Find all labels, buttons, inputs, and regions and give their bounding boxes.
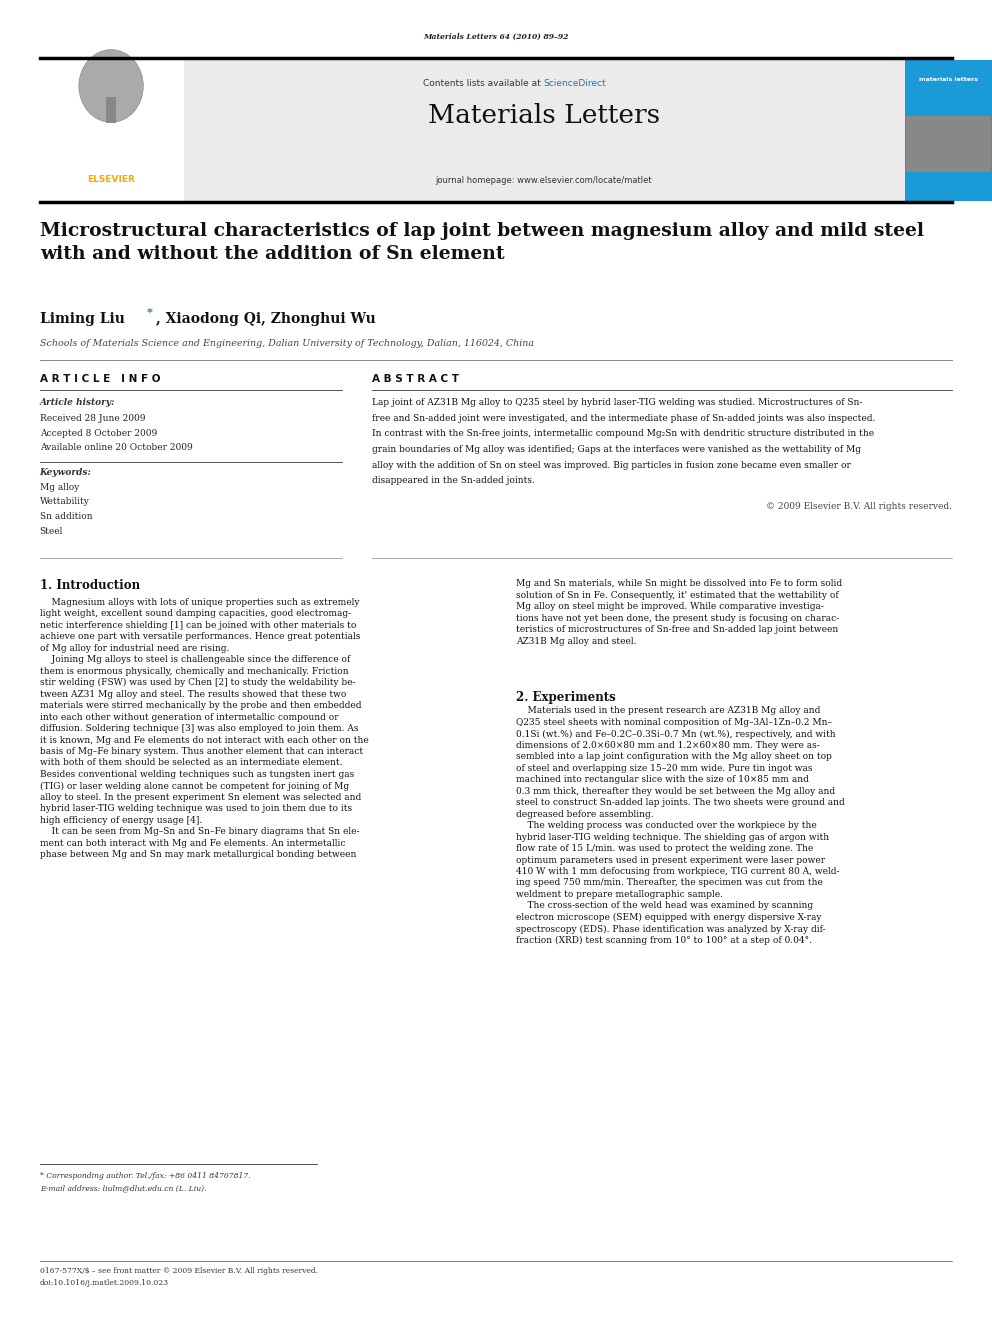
Text: Mg and Sn materials, while Sn might be dissolved into Fe to form solid
solution : Mg and Sn materials, while Sn might be d… (516, 579, 842, 646)
Text: Keywords:: Keywords: (40, 468, 91, 478)
Text: Available online 20 October 2009: Available online 20 October 2009 (40, 443, 192, 452)
Text: Mg alloy: Mg alloy (40, 483, 79, 492)
Text: Article history:: Article history: (40, 398, 115, 407)
Text: Liming Liu: Liming Liu (40, 312, 125, 327)
Text: Materials used in the present research are AZ31B Mg alloy and
Q235 steel sheets : Materials used in the present research a… (516, 706, 844, 945)
Text: E-mail address: liulm@dlut.edu.cn (L. Liu).: E-mail address: liulm@dlut.edu.cn (L. Li… (40, 1184, 206, 1192)
Text: Materials Letters: Materials Letters (428, 103, 660, 128)
Text: Microstructural characteristics of lap joint between magnesium alloy and mild st: Microstructural characteristics of lap j… (40, 222, 924, 263)
Text: journal homepage: www.elsevier.com/locate/matlet: journal homepage: www.elsevier.com/locat… (435, 176, 652, 185)
Text: Contents lists available at: Contents lists available at (423, 79, 544, 89)
Text: free and Sn-added joint were investigated, and the intermediate phase of Sn-adde: free and Sn-added joint were investigate… (372, 414, 875, 423)
Text: Wettability: Wettability (40, 497, 89, 507)
Text: © 2009 Elsevier B.V. All rights reserved.: © 2009 Elsevier B.V. All rights reserved… (766, 503, 952, 512)
Text: 0167-577X/$ – see front matter © 2009 Elsevier B.V. All rights reserved.: 0167-577X/$ – see front matter © 2009 El… (40, 1267, 317, 1275)
Text: alloy with the addition of Sn on steel was improved. Big particles in fusion zon: alloy with the addition of Sn on steel w… (372, 460, 851, 470)
Ellipse shape (79, 49, 143, 122)
Text: Accepted 8 October 2009: Accepted 8 October 2009 (40, 429, 157, 438)
Text: 1. Introduction: 1. Introduction (40, 579, 140, 593)
Text: Lap joint of AZ31B Mg alloy to Q235 steel by hybrid laser-TIG welding was studie: Lap joint of AZ31B Mg alloy to Q235 stee… (372, 398, 862, 407)
FancyBboxPatch shape (906, 116, 991, 172)
Text: * Corresponding author. Tel./fax: +86 0411 84707817.: * Corresponding author. Tel./fax: +86 04… (40, 1172, 250, 1180)
FancyBboxPatch shape (40, 60, 184, 201)
Text: A R T I C L E   I N F O: A R T I C L E I N F O (40, 374, 160, 385)
FancyBboxPatch shape (184, 60, 905, 201)
Text: Steel: Steel (40, 527, 63, 536)
Text: disappeared in the Sn-added joints.: disappeared in the Sn-added joints. (372, 476, 535, 486)
Text: *: * (147, 308, 153, 319)
Text: Materials Letters 64 (2010) 89–92: Materials Letters 64 (2010) 89–92 (424, 33, 568, 41)
Text: grain boundaries of Mg alloy was identified; Gaps at the interfaces were vanishe: grain boundaries of Mg alloy was identif… (372, 445, 861, 454)
Text: materials letters: materials letters (919, 77, 978, 82)
Text: Sn addition: Sn addition (40, 512, 92, 521)
Text: , Xiaodong Qi, Zhonghui Wu: , Xiaodong Qi, Zhonghui Wu (156, 312, 376, 327)
Text: ScienceDirect: ScienceDirect (544, 79, 606, 89)
Text: doi:10.1016/j.matlet.2009.10.023: doi:10.1016/j.matlet.2009.10.023 (40, 1279, 169, 1287)
Text: Received 28 June 2009: Received 28 June 2009 (40, 414, 145, 423)
Text: Magnesium alloys with lots of unique properties such as extremely
light weight, : Magnesium alloys with lots of unique pro… (40, 598, 368, 859)
FancyBboxPatch shape (106, 97, 116, 123)
Text: In contrast with the Sn-free joints, intermetallic compound Mg₂Sn with dendritic: In contrast with the Sn-free joints, int… (372, 430, 874, 438)
Text: Schools of Materials Science and Engineering, Dalian University of Technology, D: Schools of Materials Science and Enginee… (40, 339, 534, 348)
Text: 2. Experiments: 2. Experiments (516, 691, 616, 704)
Text: A B S T R A C T: A B S T R A C T (372, 374, 459, 385)
FancyBboxPatch shape (905, 60, 992, 201)
Text: ELSEVIER: ELSEVIER (87, 176, 135, 184)
